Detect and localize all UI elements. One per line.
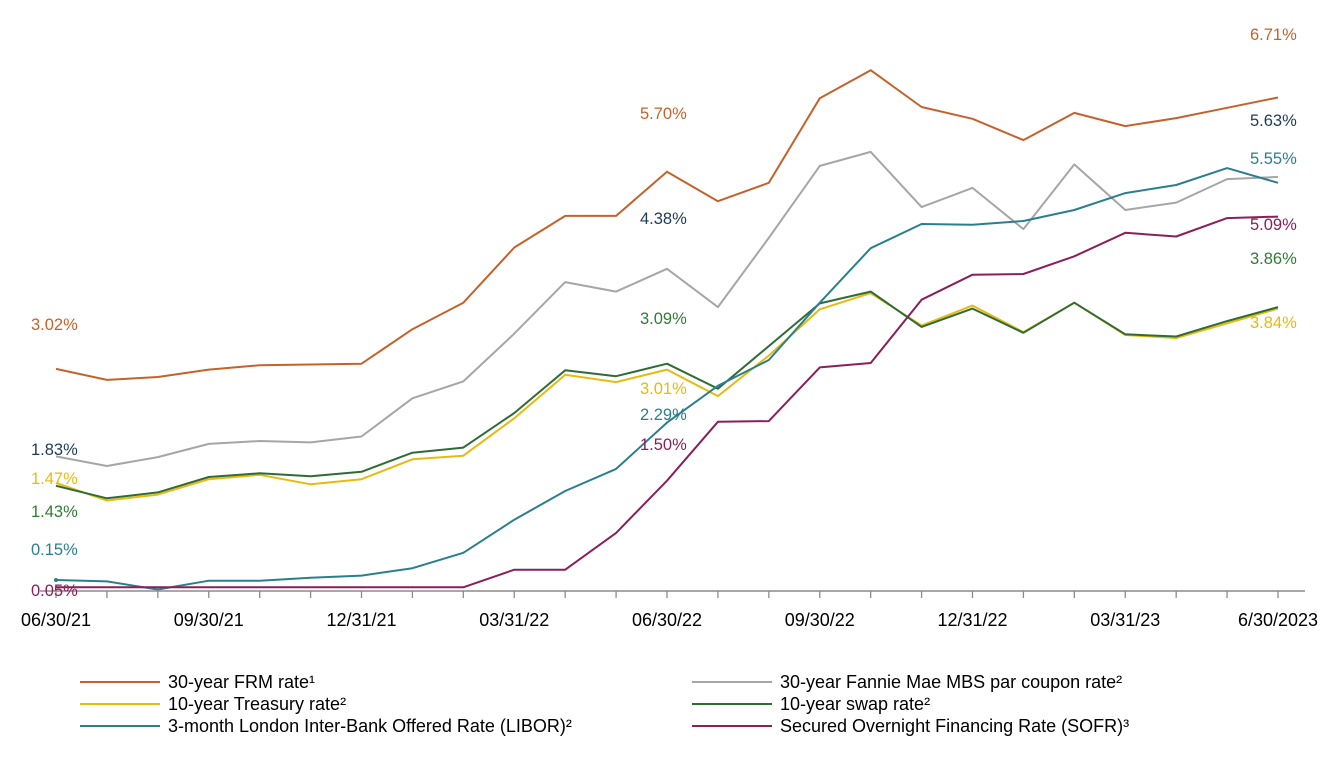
series-point <box>54 577 58 582</box>
data-label: 6.71% <box>1250 26 1297 44</box>
x-tick-label: 06/30/21 <box>21 610 91 630</box>
x-tick-label: 03/31/22 <box>479 610 549 630</box>
series-line-3-month-london-inter-bank-offered-rate-libor <box>55 167 1279 591</box>
legend-label: 3-month London Inter-Bank Offered Rate (… <box>168 716 572 736</box>
legend-item-30-year-fannie-mae-mbs-par-coupon-rate: 30-year Fannie Mae MBS par coupon rate² <box>692 672 1122 692</box>
x-axis: 06/30/21 09/30/21 12/31/21 03/31/22 06/30/22… <box>21 590 1318 630</box>
series-line-10-year-swap-rate <box>55 290 1279 500</box>
legend-item-10-year-treasury-rate: 10-year Treasury rate² <box>80 694 346 714</box>
data-label: 0.05% <box>31 582 78 600</box>
x-tick-label: 12/31/22 <box>937 610 1007 630</box>
legend: 30-year FRM rate¹ 30-year Fannie Mae MBS … <box>80 672 1129 736</box>
data-label: 5.09% <box>1250 216 1297 234</box>
legend-label: 30-year Fannie Mae MBS par coupon rate² <box>780 672 1122 692</box>
series-lines <box>54 69 1279 591</box>
legend-item-secured-overnight-financing-rate-sofr: Secured Overnight Financing Rate (SOFR)³ <box>692 716 1129 736</box>
x-tick-label: 09/30/22 <box>785 610 855 630</box>
legend-item-3-month-london-inter-bank-offered-rate-libor: 3-month London Inter-Bank Offered Rate (… <box>80 716 572 736</box>
data-label: 5.55% <box>1250 150 1297 168</box>
data-labels: 3.02% 5.70% 6.71% 1.83% 4.38% 5.63% 1.47% 3.01%… <box>31 26 1297 600</box>
data-label: 3.09% <box>640 310 687 328</box>
data-label: 1.47% <box>31 470 78 488</box>
series-line-secured-overnight-financing-rate-sofr <box>56 215 1279 589</box>
data-label: 3.01% <box>640 380 687 398</box>
x-tick-label: 12/31/21 <box>326 610 396 630</box>
data-label: 0.15% <box>31 541 78 559</box>
x-tick-label: 06/30/22 <box>632 610 702 630</box>
x-tick-label: 03/31/23 <box>1090 610 1160 630</box>
data-label: 3.84% <box>1250 314 1297 332</box>
data-label: 5.70% <box>640 105 687 123</box>
legend-label: Secured Overnight Financing Rate (SOFR)³ <box>780 716 1129 736</box>
data-label: 1.43% <box>31 503 78 521</box>
x-tick-label: 09/30/21 <box>174 610 244 630</box>
data-label: 2.29% <box>640 406 687 424</box>
series-line-30-year-frm-rate <box>55 69 1279 381</box>
series-line-30-year-fannie-mae-mbs-par-coupon-rate <box>55 150 1279 467</box>
data-label: 5.63% <box>1250 112 1297 130</box>
legend-label: 30-year FRM rate¹ <box>168 672 315 692</box>
data-label: 1.83% <box>31 441 78 459</box>
legend-label: 10-year swap rate² <box>780 694 930 714</box>
data-label: 4.38% <box>640 210 687 228</box>
legend-item-10-year-swap-rate: 10-year swap rate² <box>692 694 930 714</box>
x-tick-label: 6/30/2023 <box>1238 610 1318 630</box>
data-label: 3.86% <box>1250 250 1297 268</box>
data-label: 1.50% <box>640 436 687 454</box>
legend-item-30-year-frm-rate: 30-year FRM rate¹ <box>80 672 315 692</box>
data-label: 3.02% <box>31 316 78 334</box>
legend-label: 10-year Treasury rate² <box>168 694 346 714</box>
